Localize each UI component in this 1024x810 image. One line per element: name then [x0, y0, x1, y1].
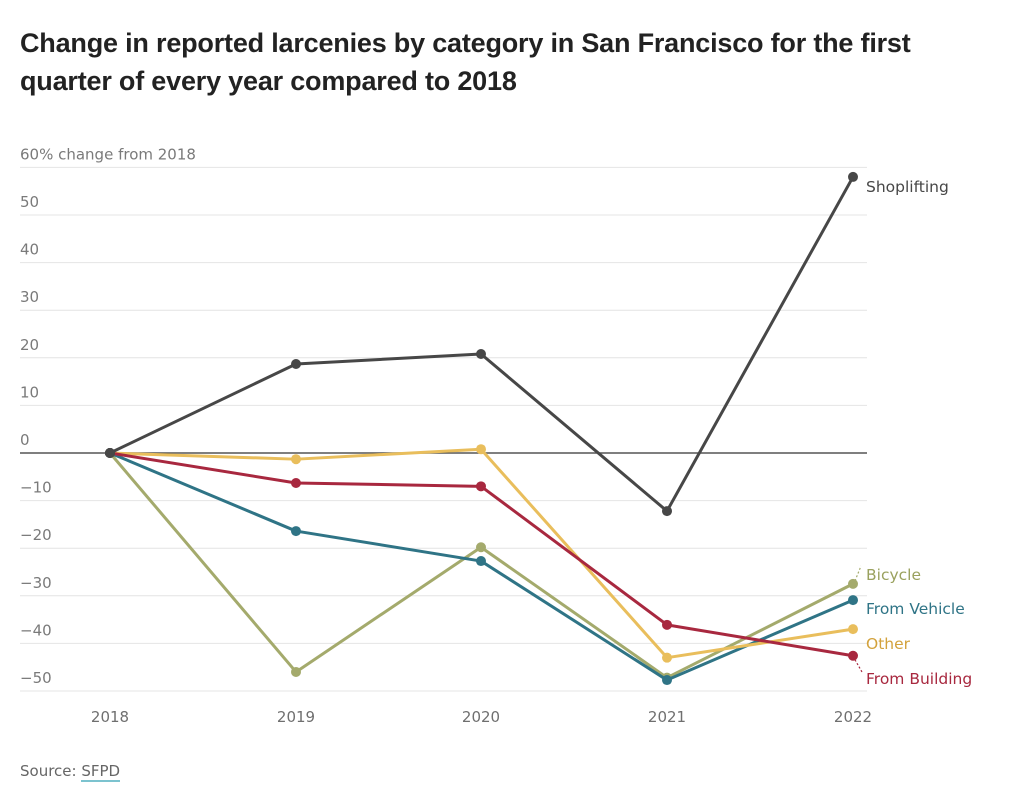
- series-line: [109, 176, 855, 513]
- data-point[interactable]: [291, 526, 301, 537]
- data-point[interactable]: [476, 556, 486, 567]
- series-label: Other: [866, 635, 911, 653]
- series-from-building: [105, 448, 858, 661]
- data-point[interactable]: [476, 542, 486, 553]
- series-shoplifting: [105, 171, 858, 517]
- gridlines: [20, 166, 867, 692]
- data-point[interactable]: [291, 454, 301, 465]
- data-point[interactable]: [291, 477, 301, 488]
- y-tick-label: −50: [20, 669, 52, 687]
- x-tick-label: 2020: [462, 708, 500, 726]
- data-point[interactable]: [662, 506, 672, 517]
- data-point[interactable]: [662, 619, 672, 630]
- series-label: Shoplifting: [866, 178, 949, 196]
- data-point[interactable]: [848, 578, 858, 589]
- y-tick-label: −30: [20, 574, 52, 592]
- y-tick-label: −20: [20, 526, 52, 544]
- chart-title: Change in reported larcenies by category…: [20, 28, 911, 96]
- y-tick-label: 40: [20, 241, 39, 259]
- data-point[interactable]: [848, 171, 858, 182]
- y-tick-label: 60% change from 2018: [20, 145, 196, 163]
- x-tick-label: 2021: [648, 708, 686, 726]
- label-leader: [854, 659, 863, 673]
- series-label: From Building: [866, 670, 972, 688]
- data-point[interactable]: [848, 595, 858, 606]
- y-tick-label: 20: [20, 336, 39, 354]
- x-tick-label: 2018: [91, 708, 129, 726]
- x-tick-label: 2022: [834, 708, 872, 726]
- series-label: From Vehicle: [866, 600, 965, 618]
- y-axis-ticks: 60% change from 2018 50 40 30 20 10 0 −10 −20 −30…: [20, 145, 196, 687]
- series-label: Bicycle: [866, 566, 921, 584]
- data-point[interactable]: [662, 675, 672, 686]
- x-tick-label: 2019: [277, 708, 315, 726]
- y-tick-label: −10: [20, 479, 52, 497]
- data-point[interactable]: [476, 444, 486, 455]
- data-point[interactable]: [476, 481, 486, 492]
- label-leader: [854, 565, 862, 582]
- series-labels: Shoplifting Bicycle From Vehicle Other From …: [854, 178, 972, 688]
- data-point[interactable]: [291, 666, 301, 677]
- y-tick-label: −40: [20, 621, 52, 639]
- data-point[interactable]: [291, 358, 301, 369]
- y-tick-label: 30: [20, 288, 39, 306]
- y-tick-label: 10: [20, 383, 39, 401]
- data-point[interactable]: [848, 624, 858, 635]
- series-other: [105, 444, 858, 663]
- y-tick-label: 50: [20, 193, 39, 211]
- source-link[interactable]: SFPD: [81, 762, 121, 782]
- data-point[interactable]: [476, 348, 486, 359]
- data-point[interactable]: [662, 652, 672, 663]
- data-point[interactable]: [848, 650, 858, 661]
- y-tick-label: 0: [20, 431, 30, 449]
- series-line: [109, 447, 854, 660]
- data-point[interactable]: [105, 448, 115, 458]
- series-lines: [105, 171, 858, 686]
- source-note: Source: SFPD: [20, 762, 121, 782]
- x-axis-ticks: 2018 2019 2020 2021 2022: [91, 708, 872, 726]
- source-prefix: Source:: [20, 762, 82, 780]
